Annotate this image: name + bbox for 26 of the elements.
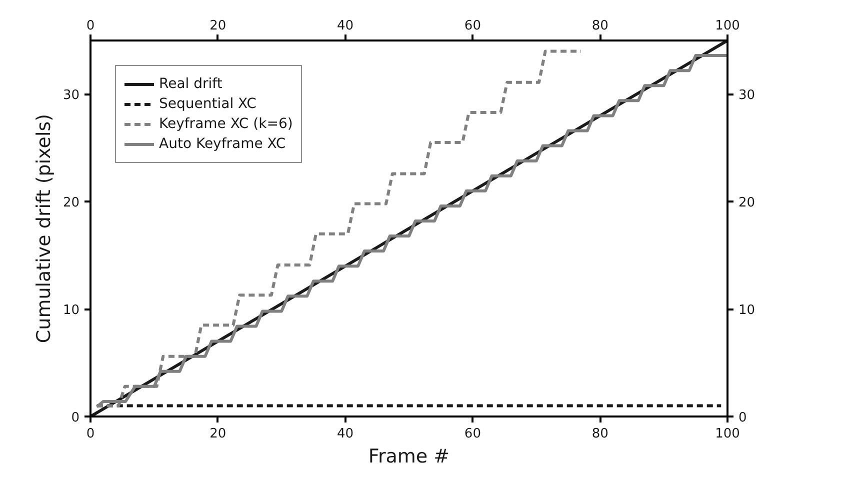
x-tick-label: 40 <box>337 18 354 34</box>
legend-label: Auto Keyframe XC <box>159 136 286 152</box>
y-tick-label: 30 <box>62 88 80 104</box>
y-tick-label: 0 <box>71 410 80 426</box>
x2-tick-label: 80 <box>592 426 608 442</box>
x2-tick-label: 100 <box>715 426 740 442</box>
x-tick-label: 0 <box>86 18 95 34</box>
x-tick-label: 80 <box>592 18 608 34</box>
x-tick-label: 20 <box>210 18 226 34</box>
legend-label: Real drift <box>159 76 222 92</box>
y2-tick-label: 30 <box>738 88 756 104</box>
x2-tick-label: 60 <box>464 426 481 442</box>
y2-tick-label: 10 <box>738 303 756 318</box>
y-tick-label: 20 <box>62 196 80 211</box>
x2-tick-label: 20 <box>210 426 226 442</box>
y-axis-title: Cumulative drift (pixels) <box>32 114 55 344</box>
legend-label: Sequential XC <box>159 96 256 112</box>
x2-tick-label: 0 <box>86 426 95 442</box>
y-tick-label: 10 <box>62 303 80 318</box>
y2-tick-label: 0 <box>738 410 747 426</box>
y2-tick-label: 20 <box>738 196 756 211</box>
x-tick-label: 100 <box>715 18 740 34</box>
legend-label: Keyframe XC (k=6) <box>159 116 293 132</box>
x2-tick-label: 40 <box>337 426 354 442</box>
x-axis-title: Frame # <box>368 446 450 468</box>
x-tick-label: 60 <box>464 18 481 34</box>
